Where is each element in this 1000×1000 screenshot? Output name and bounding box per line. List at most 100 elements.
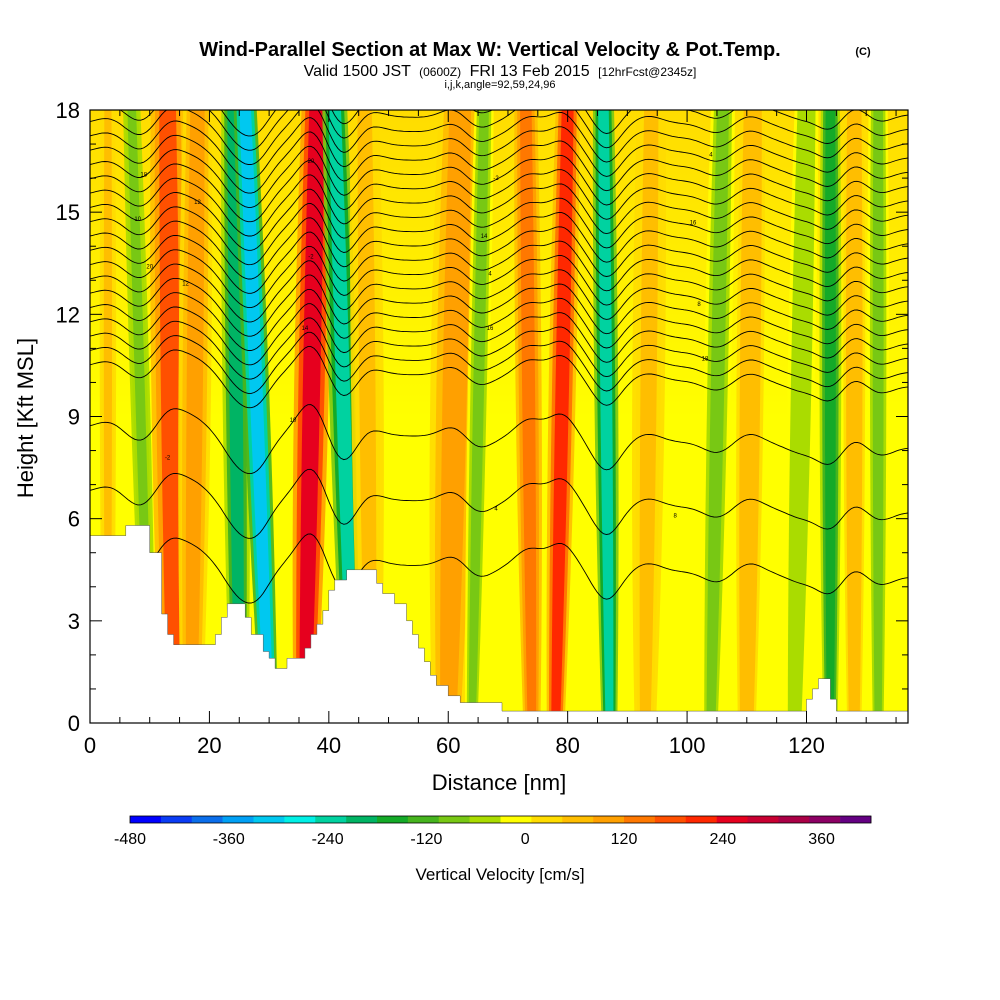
colorbar-swatch — [593, 816, 625, 823]
isentrope-34 — [90, 131, 908, 194]
subtitle-utc: (0600Z) — [419, 65, 461, 79]
copyright-mark: (C) — [855, 46, 871, 58]
contour-label: 4 — [494, 506, 498, 512]
x-tick-label: 100 — [669, 733, 706, 758]
chart-subtitle: Valid 1500 JST (0600Z) FRI 13 Feb 2015 [… — [304, 63, 697, 80]
colorbar-swatch — [130, 816, 162, 823]
subtitle-forecast: [12hrFcst@2345z] — [598, 65, 696, 79]
contour-label: 16 — [690, 220, 697, 226]
colorbar-swatch — [438, 816, 470, 823]
contour-label: -2 — [308, 254, 314, 260]
x-tick-label: 120 — [788, 733, 825, 758]
isentrope-8 — [90, 317, 908, 380]
colorbar-swatch — [284, 816, 316, 823]
contour-label: 4 — [488, 271, 492, 277]
colorbar-swatch — [562, 816, 594, 823]
x-tick-label: 60 — [436, 733, 460, 758]
isentrope-42 — [220, 110, 908, 137]
colorbar-swatch — [160, 816, 193, 823]
isentrope-38 — [90, 110, 908, 165]
velocity-band-12-level-2 — [551, 110, 574, 723]
velocity-band-15-level-2 — [706, 110, 729, 723]
terrain-outline — [90, 525, 908, 712]
velocity-band-10-level-2 — [468, 110, 489, 723]
contour-label: 12 — [182, 282, 189, 288]
velocity-band-14-level-2 — [639, 110, 659, 723]
contour-label: 16 — [487, 326, 494, 332]
velocity-band-19-level-2 — [848, 110, 860, 723]
colorbar-swatch — [346, 816, 378, 823]
contour-label: -2 — [165, 455, 171, 461]
isentrope-40 — [119, 110, 908, 151]
chart-title: Wind-Parallel Section at Max W: Vertical… — [199, 39, 780, 61]
isentrope-14 — [90, 274, 908, 337]
x-axis: 0 20 40 60 80 100 120 — [84, 110, 897, 758]
plot-background — [90, 110, 908, 723]
x-tick-label: 0 — [84, 733, 96, 758]
contour-label: 10 — [290, 418, 297, 424]
isentrope-30 — [90, 160, 908, 223]
colorbar-swatch — [624, 816, 656, 823]
colorbar-swatch — [253, 816, 285, 823]
colorbar-swatch — [747, 816, 779, 823]
colorbar-title: Vertical Velocity [cm/s] — [415, 865, 584, 884]
section-params: i,j,k,angle=92,59,24,96 — [444, 79, 555, 91]
colorbar-swatch — [377, 816, 409, 823]
y-tick-label: 6 — [68, 507, 80, 532]
y-tick-label: 12 — [56, 302, 80, 327]
y-tick-label: 9 — [68, 405, 80, 430]
isentrope-36 — [90, 117, 908, 180]
colorbar-swatch — [531, 816, 563, 823]
contour-label: 4 — [709, 152, 713, 158]
colorbar-swatch — [407, 816, 440, 823]
velocity-band-20-level-2 — [872, 110, 884, 723]
subtitle-date: FRI 13 Feb 2015 — [470, 63, 590, 80]
velocity-band-6-level-2 — [299, 110, 325, 723]
velocity-band-5-level-2 — [239, 110, 274, 723]
isentrope-18 — [90, 245, 908, 309]
y-tick-label: 18 — [56, 98, 80, 123]
subtitle-valid: Valid 1500 JST — [304, 63, 412, 80]
isentrope--2 — [90, 533, 908, 604]
isentrope-16 — [90, 260, 908, 323]
velocity-band-18-level-2 — [824, 110, 836, 723]
contour-label: 10 — [134, 217, 141, 223]
contour-label: 18 — [140, 173, 147, 179]
isentrope-20 — [90, 231, 908, 294]
velocity-band-16-level-2 — [742, 110, 759, 723]
isentrope-2 — [90, 404, 908, 475]
colorbar-swatch — [315, 816, 347, 823]
contour-label: -2 — [493, 176, 499, 182]
isentrope-4 — [90, 346, 908, 409]
y-tick-label: 15 — [56, 200, 80, 225]
contour-label: 8 — [673, 513, 677, 519]
colorbar-tick-label: 240 — [709, 831, 736, 848]
isentrope-6 — [90, 331, 908, 394]
y-tick-label: 3 — [68, 609, 80, 634]
velocity-band-17-level-2 — [790, 110, 813, 723]
contour-label: 14 — [302, 326, 309, 332]
contour-label: 20 — [308, 159, 315, 165]
velocity-band-9-level-2 — [440, 110, 471, 723]
contour-label: 18 — [702, 357, 709, 363]
contour-label: 8 — [697, 302, 701, 308]
colorbar-swatch — [191, 816, 223, 823]
colorbar-tick-label: -120 — [410, 831, 442, 848]
colorbar-swatch — [469, 816, 501, 823]
isentrope-10 — [90, 303, 908, 366]
colorbar-tick-label: 120 — [611, 831, 638, 848]
y-tick-label: 0 — [68, 711, 80, 736]
colorbar-swatch — [840, 816, 872, 823]
colorbar-swatch — [654, 816, 687, 823]
potential-temperature-contours — [90, 110, 908, 604]
colorbar-swatch — [222, 816, 254, 823]
isentrope-28 — [90, 174, 908, 237]
colorbar-tick-label: 0 — [521, 831, 530, 848]
colorbar-swatch — [716, 816, 748, 823]
velocity-band-2-level-2 — [159, 110, 181, 723]
isentrope-26 — [90, 188, 908, 251]
velocity-band-11-level-2 — [520, 110, 537, 723]
isentrope-32 — [90, 145, 908, 208]
contour-label: 12 — [194, 200, 201, 206]
